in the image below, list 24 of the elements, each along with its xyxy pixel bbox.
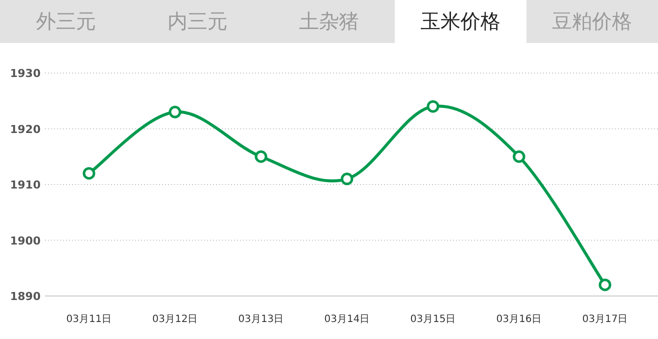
text: 土杂猪 [299,9,359,33]
x-tick-label: 03月17日 [582,314,628,325]
y-tick-label: 1920 [10,122,41,136]
text: 豆粕价格 [552,9,632,33]
x-tick-label: 03月11日 [66,314,112,325]
x-tick-label: 03月16日 [496,314,542,325]
point [598,278,612,292]
y-tick-label: 1890 [10,290,41,303]
y-tick-label: 1900 [10,234,41,248]
x-tick-label: 03月13日 [238,314,284,325]
point [426,100,440,113]
x-tick-label: 03月15日 [410,314,456,325]
chart-title: 玉米价格 [420,9,501,33]
point [254,150,268,163]
x-tick-label: 03月14日 [324,314,370,325]
y-tick-label: 1930 [10,67,41,80]
point [512,150,526,163]
point [82,167,96,180]
point [168,106,182,118]
point [340,172,354,186]
text: 外三元 [36,9,96,33]
x-tick-label: 03月12日 [152,314,198,325]
text: 内三元 [167,9,228,33]
y-tick-label: 1910 [10,178,41,192]
